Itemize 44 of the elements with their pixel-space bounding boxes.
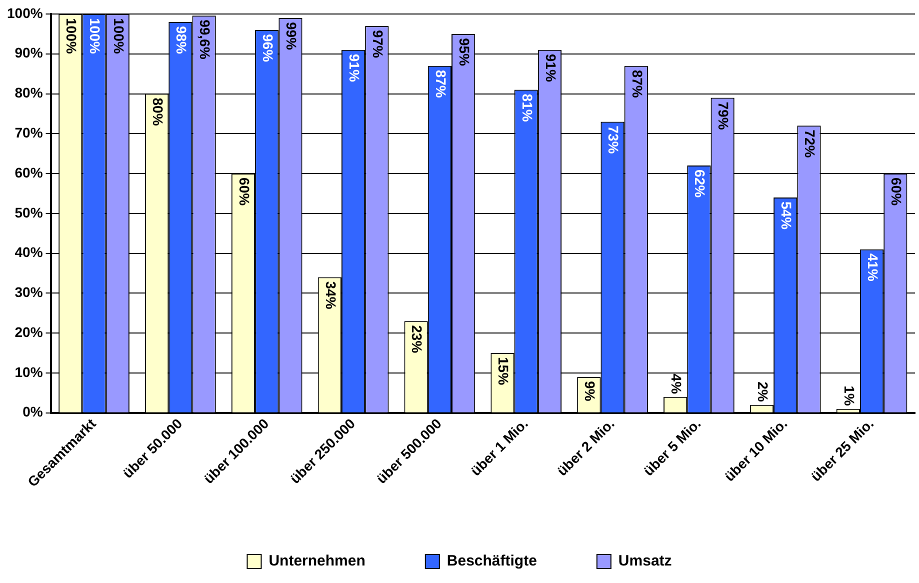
data-label: 100% <box>64 18 80 54</box>
data-label: 15% <box>496 357 512 386</box>
y-tick-label: 10% <box>14 364 44 380</box>
y-tick-label: 40% <box>14 244 44 260</box>
y-tick-label: 20% <box>14 324 44 340</box>
y-tick-label: 0% <box>22 404 44 420</box>
y-tick-label: 100% <box>6 4 44 21</box>
data-label: 60% <box>888 178 905 206</box>
y-tick-label: 70% <box>14 124 44 141</box>
data-label: 79% <box>716 102 732 130</box>
data-label: 34% <box>322 281 339 310</box>
data-label: 73% <box>606 126 622 154</box>
data-label: 54% <box>778 201 795 230</box>
data-label: 97% <box>370 30 386 59</box>
y-tick-label: 80% <box>14 84 44 101</box>
data-label: 98% <box>174 26 190 55</box>
data-label: 9% <box>582 380 598 402</box>
legend-label: Beschäftigte <box>446 552 537 570</box>
data-label: 4% <box>668 374 684 394</box>
data-label: 95% <box>456 38 472 67</box>
data-label: 91% <box>542 54 559 82</box>
data-label: 72% <box>802 130 818 158</box>
data-label: 60% <box>236 178 252 206</box>
data-label: 1% <box>841 386 858 406</box>
data-label: 41% <box>864 253 881 282</box>
data-label: 99,6% <box>197 20 214 60</box>
data-label: 62% <box>692 170 708 198</box>
data-label: 2% <box>754 382 771 402</box>
data-label: 80% <box>150 98 166 126</box>
data-label: 100% <box>87 18 104 54</box>
data-label: 96% <box>260 34 276 63</box>
data-label: 100% <box>110 18 127 54</box>
y-tick-label: 50% <box>14 204 44 220</box>
data-label: 23% <box>409 325 426 354</box>
data-label: 99% <box>284 22 300 51</box>
legend-label: Unternehmen <box>268 552 366 570</box>
y-tick-label: 90% <box>14 44 44 61</box>
data-label: 87% <box>432 70 449 98</box>
legend-label: Umsatz <box>618 552 672 570</box>
y-tick-label: 30% <box>14 284 44 300</box>
data-label: 91% <box>346 54 362 82</box>
y-tick-label: 60% <box>14 164 44 180</box>
data-label: 81% <box>519 94 536 122</box>
data-label: 87% <box>629 70 646 98</box>
